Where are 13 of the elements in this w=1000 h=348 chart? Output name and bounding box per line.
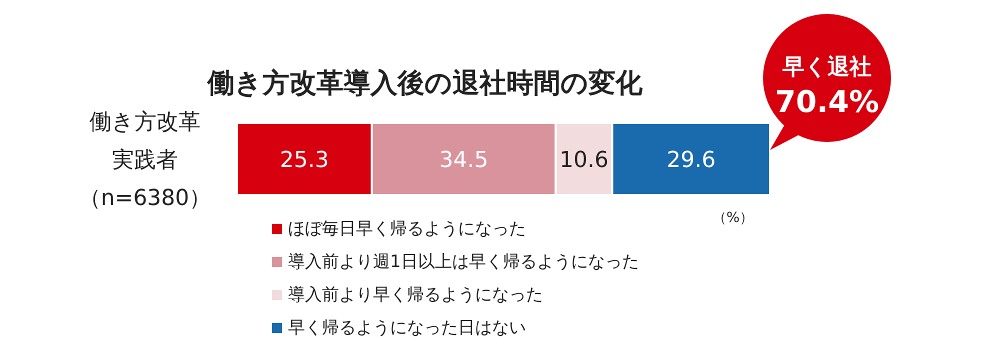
data-label: 34.5	[439, 148, 488, 173]
data-label: 29.6	[666, 148, 716, 173]
legend-label: 早く帰るようになった日はない	[288, 318, 526, 338]
legend-label: 導入前より週1日以上は早く帰るようになった	[288, 252, 639, 272]
y-tick-label: 働き方改革実践者（n=6380）	[78, 110, 212, 211]
annotation: （%）	[712, 210, 754, 226]
legend-label: ほぼ毎日早く帰るようになった	[288, 219, 526, 239]
data-label: 25.3	[280, 148, 329, 173]
text: 70.4%	[774, 85, 880, 120]
legend-label: 導入前より早く帰るようになった	[288, 285, 543, 305]
data-label: 10.6	[559, 148, 608, 173]
chart-title: 働き方改革導入後の退社時間の変化	[206, 68, 644, 99]
text: 早く退社	[782, 55, 872, 80]
